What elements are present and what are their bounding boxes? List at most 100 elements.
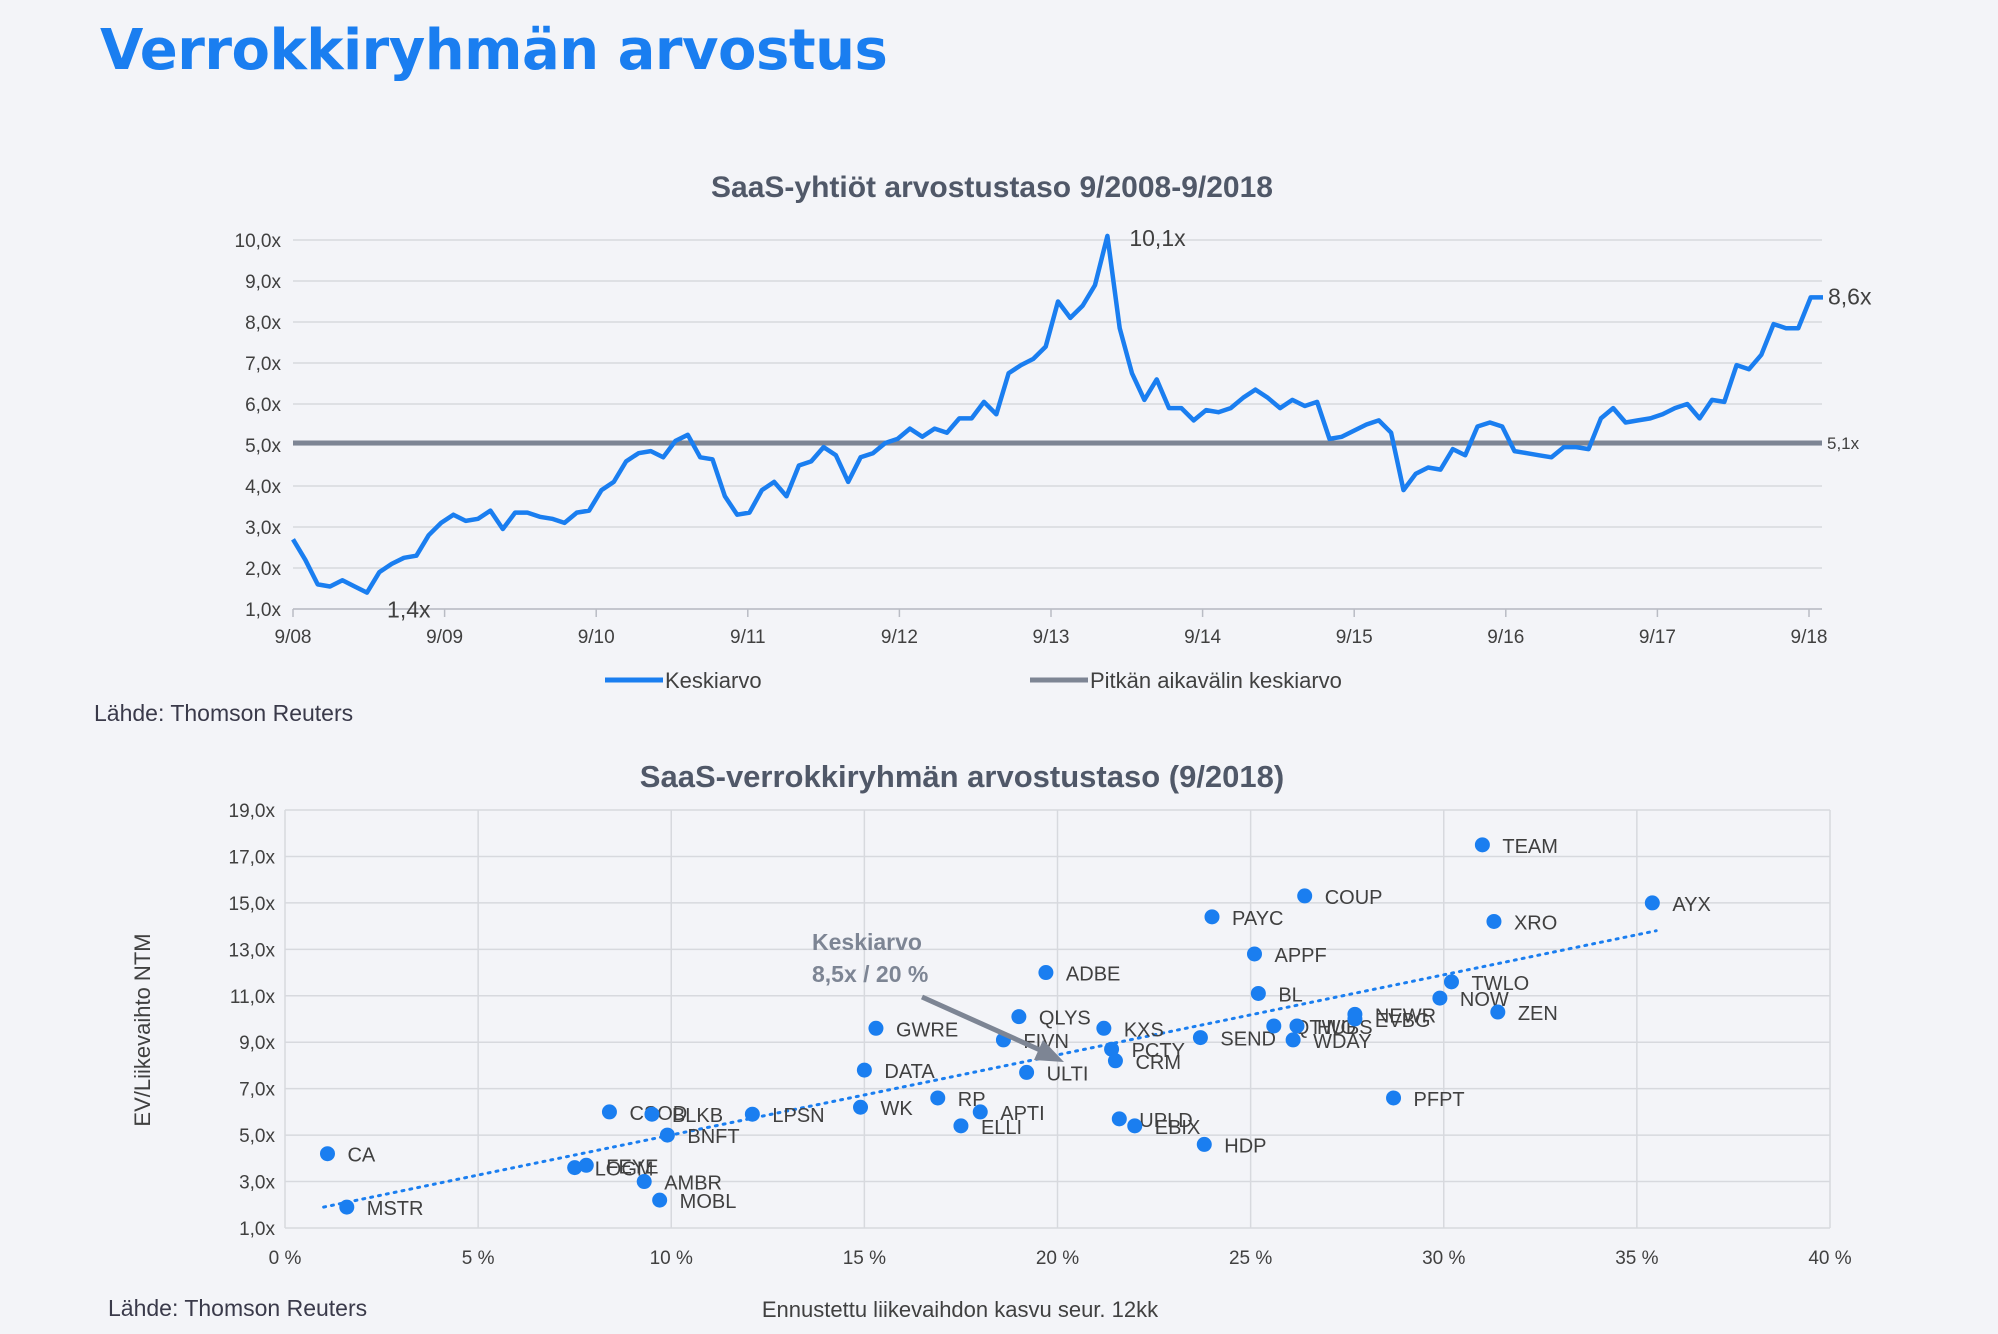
scatter-point	[636, 1174, 652, 1190]
line-x-tick-label: 9/16	[1487, 627, 1524, 648]
line-y-tick-label: 3,0x	[245, 518, 281, 539]
mean-arrow-shaft	[920, 994, 1042, 1053]
line-x-tick-label: 9/15	[1336, 627, 1373, 648]
scatter-point-label: ELLI	[981, 1117, 1022, 1139]
scatter-point	[652, 1192, 668, 1208]
scatter-point	[319, 1146, 335, 1162]
page-title: Verrokkiryhmän arvostus	[100, 18, 888, 83]
line-x-tick-label: 9/17	[1639, 627, 1676, 648]
scatter-point-label: AYX	[1672, 894, 1711, 916]
scatter-point-label: QTWO	[1294, 1017, 1356, 1039]
scatter-point-label: EVBG	[1375, 1010, 1431, 1032]
scatter-x-tick-label: 20 %	[1036, 1248, 1079, 1269]
mean-label-title: Keskiarvo	[812, 929, 922, 955]
scatter-point	[1386, 1090, 1402, 1106]
scatter-point-label: BLKB	[672, 1105, 723, 1127]
scatter-point-label: CRM	[1135, 1052, 1181, 1074]
scatter-y-tick-label: 1,0x	[239, 1219, 275, 1240]
line-y-tick-label: 6,0x	[245, 395, 281, 416]
scatter-point-label: APPF	[1274, 945, 1326, 967]
line-y-tick-label: 4,0x	[245, 477, 281, 498]
scatter-point-label: MOBL	[680, 1191, 737, 1213]
scatter-point-label: HDP	[1224, 1135, 1266, 1157]
line-x-tick-label: 9/18	[1791, 627, 1828, 648]
scatter-point-label: DATA	[884, 1061, 935, 1083]
scatter-point	[930, 1090, 946, 1106]
line-y-tick-label: 10,0x	[235, 231, 282, 252]
scatter-point-label: XRO	[1514, 912, 1557, 934]
line-x-tick-label: 9/13	[1033, 627, 1070, 648]
scatter-point	[1192, 1030, 1208, 1046]
scatter-x-tick-label: 40 %	[1808, 1248, 1851, 1269]
scatter-point	[744, 1106, 760, 1122]
scatter-point	[1204, 909, 1220, 925]
scatter-point-label: LPSN	[772, 1105, 824, 1127]
line-y-tick-label: 1,0x	[245, 600, 281, 621]
scatter-point-label: PCTY	[1132, 1040, 1185, 1062]
scatter-x-tick-label: 30 %	[1422, 1248, 1465, 1269]
line-y-tick-label: 5,0x	[245, 436, 281, 457]
scatter-point-label: KXS	[1124, 1019, 1164, 1041]
scatter-point	[1096, 1020, 1112, 1036]
scatter-point	[1432, 990, 1448, 1006]
scatter-y-tick-label: 13,0x	[229, 940, 276, 961]
scatter-point-label: NEWR	[1375, 1005, 1436, 1027]
scatter-point	[1289, 1018, 1305, 1034]
scatter-point-label: PAYC	[1232, 908, 1284, 930]
line-x-tick-label: 9/09	[426, 627, 463, 648]
scatter-point	[659, 1127, 675, 1143]
scatter-point	[856, 1062, 872, 1078]
longterm-value-label: 5,1x	[1827, 434, 1860, 453]
scatter-y-tick-label: 11,0x	[230, 987, 276, 1008]
scatter-point	[1266, 1018, 1282, 1034]
scatter-point-label: BL	[1278, 984, 1302, 1006]
line-y-tick-label: 8,0x	[245, 313, 281, 334]
mean-label-value: 8,5x / 20 %	[812, 961, 928, 987]
scatter-point-label: WK	[881, 1098, 914, 1120]
scatter-point	[1474, 837, 1490, 853]
scatter-point-label: APTI	[1000, 1103, 1044, 1125]
scatter-point-label: ZEN	[1518, 1003, 1558, 1025]
line-x-tick-label: 9/14	[1184, 627, 1221, 648]
trendline	[322, 929, 1658, 1209]
scatter-point-label: LOGM	[595, 1159, 654, 1181]
scatter-point	[1246, 946, 1262, 962]
scatter-x-tick-label: 10 %	[650, 1248, 693, 1269]
scatter-point	[1127, 1118, 1143, 1134]
line-y-tick-label: 9,0x	[245, 272, 281, 293]
scatter-point	[1347, 1011, 1363, 1027]
line-x-tick-label: 9/08	[275, 627, 312, 648]
y-axis-label: EV/Liikevaihto NTM	[130, 933, 155, 1126]
source-note-top: Lähde: Thomson Reuters	[94, 700, 354, 726]
scatter-point	[1285, 1032, 1301, 1048]
scatter-point	[1104, 1041, 1120, 1057]
scatter-point-label: AMBR	[664, 1173, 722, 1195]
scatter-point	[868, 1020, 884, 1036]
line-x-tick-label: 9/10	[578, 627, 615, 648]
scatter-point-label: ADBE	[1066, 964, 1120, 986]
scatter-point-label: BNFT	[687, 1126, 739, 1148]
scatter-point	[1011, 1009, 1027, 1025]
scatter-point-label: MSTR	[367, 1198, 424, 1220]
scatter-point	[1107, 1053, 1123, 1069]
scatter-grid	[284, 809, 1831, 1229]
scatter-point	[1019, 1064, 1035, 1080]
scatter-point	[1486, 913, 1502, 929]
scatter-point-label: GWRE	[896, 1019, 958, 1041]
scatter-x-tick-label: 0 %	[269, 1248, 302, 1269]
scatter-point-label: UPLD	[1139, 1110, 1192, 1132]
scatter-y-tick-label: 7,0x	[239, 1080, 275, 1101]
line-y-tick-label: 7,0x	[245, 354, 281, 375]
legend-label-longterm: Pitkän aikavälin keskiarvo	[1090, 668, 1342, 693]
scatter-y-tick-label: 19,0x	[229, 801, 276, 822]
peak-label: 10,1x	[1129, 225, 1186, 251]
line-x-tick-label: 9/12	[881, 627, 918, 648]
line-x-tick-label: 9/11	[730, 627, 766, 648]
source-note-bottom: Lähde: Thomson Reuters	[108, 1295, 368, 1321]
scatter-point	[1443, 974, 1459, 990]
scatter-point	[953, 1118, 969, 1134]
scatter-point	[972, 1104, 988, 1120]
scatter-x-tick-label: 35 %	[1615, 1248, 1658, 1269]
scatter-point-label: TWLO	[1471, 973, 1529, 995]
